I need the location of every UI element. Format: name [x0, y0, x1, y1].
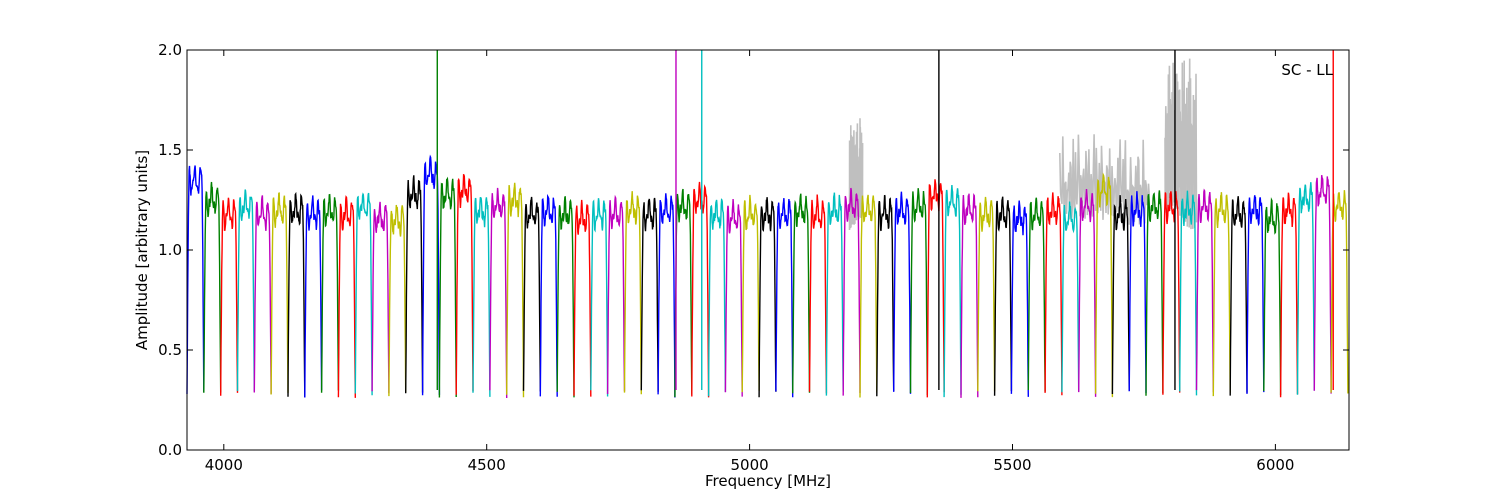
band-trace-21 [539, 193, 558, 397]
band-trace-40 [859, 194, 878, 398]
band-trace-24 [590, 198, 609, 397]
band-trace-36 [792, 193, 811, 394]
band-trace-5 [270, 192, 289, 395]
band-trace-33 [741, 194, 760, 393]
band-trace-45 [943, 184, 962, 398]
band-trace-10 [354, 192, 373, 396]
band-trace-50 [1027, 197, 1046, 392]
band-trace-23 [573, 199, 592, 397]
x-tick-label-4: 6000 [1256, 456, 1294, 474]
band-trace-52 [1061, 201, 1080, 393]
x-tick-label-2: 5000 [731, 456, 769, 474]
band-trace-63 [1246, 195, 1265, 394]
plot-area: 4000 4500 5000 5500 6000 0.0 0.5 1.0 1.5 2.0 [158, 41, 1350, 474]
band-trace-51 [1044, 192, 1063, 396]
band-trace-7 [304, 195, 323, 398]
band-trace-4 [253, 195, 272, 394]
band-trace-16 [455, 173, 474, 395]
band-trace-8 [320, 193, 340, 393]
band-trace-48 [993, 196, 1013, 396]
band-trace-19 [506, 182, 525, 398]
band-trace-37 [808, 194, 828, 394]
y-tick-label-1: 0.5 [158, 341, 182, 359]
band-trace-13 [405, 175, 424, 394]
rfi-trace-2 [1164, 58, 1198, 230]
ticks-layer: 4000 4500 5000 5500 6000 0.0 0.5 1.0 1.5 2.0 [158, 41, 1349, 474]
band-trace-53 [1078, 189, 1097, 397]
rfi-trace-0 [848, 118, 864, 231]
band-trace-44 [926, 179, 945, 398]
band-trace-12 [388, 204, 407, 397]
band-trace-6 [287, 191, 306, 398]
band-trace-55 [1111, 195, 1130, 395]
band-trace-35 [775, 198, 794, 398]
band-trace-27 [640, 197, 659, 392]
x-tick-label-3: 5500 [993, 456, 1031, 474]
band-trace-3 [236, 189, 255, 392]
band-trace-20 [522, 196, 541, 392]
band-trace-64 [1263, 197, 1282, 396]
band-trace-31 [707, 198, 727, 397]
x-tick-label-1: 4500 [468, 456, 506, 474]
series-layer [186, 50, 1349, 399]
band-trace-65 [1279, 192, 1299, 398]
band-trace-18 [489, 187, 508, 399]
band-trace-28 [657, 193, 676, 398]
band-trace-57 [1145, 190, 1164, 396]
band-trace-67 [1313, 175, 1332, 394]
band-trace-1 [203, 181, 222, 393]
band-trace-47 [977, 196, 996, 392]
band-trace-56 [1128, 191, 1147, 394]
band-trace-41 [876, 194, 895, 397]
band-trace-58 [1162, 191, 1181, 395]
band-trace-60 [1195, 188, 1214, 393]
band-trace-32 [724, 198, 743, 397]
y-tick-label-2: 1.0 [158, 241, 182, 259]
y-tick-label-3: 1.5 [158, 141, 182, 159]
band-trace-42 [893, 191, 912, 394]
y-tick-label-4: 2.0 [158, 41, 182, 59]
band-trace-17 [472, 196, 491, 397]
band-trace-59 [1179, 190, 1198, 396]
band-trace-43 [909, 188, 928, 396]
plot-annotation: SC - LL [1281, 61, 1333, 79]
band-trace-11 [371, 201, 390, 394]
band-trace-9 [337, 195, 356, 398]
y-axis-label: Amplitude [arbitrary units] [133, 150, 151, 350]
y-tick-label-0: 0.0 [158, 441, 182, 459]
x-tick-label-0: 4000 [205, 456, 243, 474]
band-trace-61 [1212, 192, 1231, 397]
band-trace-38 [825, 192, 844, 396]
band-trace-25 [606, 194, 626, 395]
band-trace-46 [960, 192, 979, 398]
band-trace-15 [438, 176, 457, 398]
band-trace-29 [674, 188, 693, 398]
x-axis-label: Frequency [MHz] [705, 472, 831, 490]
band-trace-26 [623, 191, 642, 395]
band-trace-0 [186, 165, 205, 395]
band-trace-22 [556, 195, 575, 398]
band-trace-54 [1094, 172, 1114, 398]
band-trace-39 [842, 187, 861, 396]
band-trace-30 [691, 181, 710, 398]
band-trace-34 [758, 197, 777, 398]
plot-background [187, 50, 1349, 450]
band-trace-49 [1010, 200, 1029, 397]
band-trace-62 [1229, 196, 1248, 396]
band-trace-2 [220, 197, 239, 396]
band-trace-66 [1296, 182, 1315, 395]
